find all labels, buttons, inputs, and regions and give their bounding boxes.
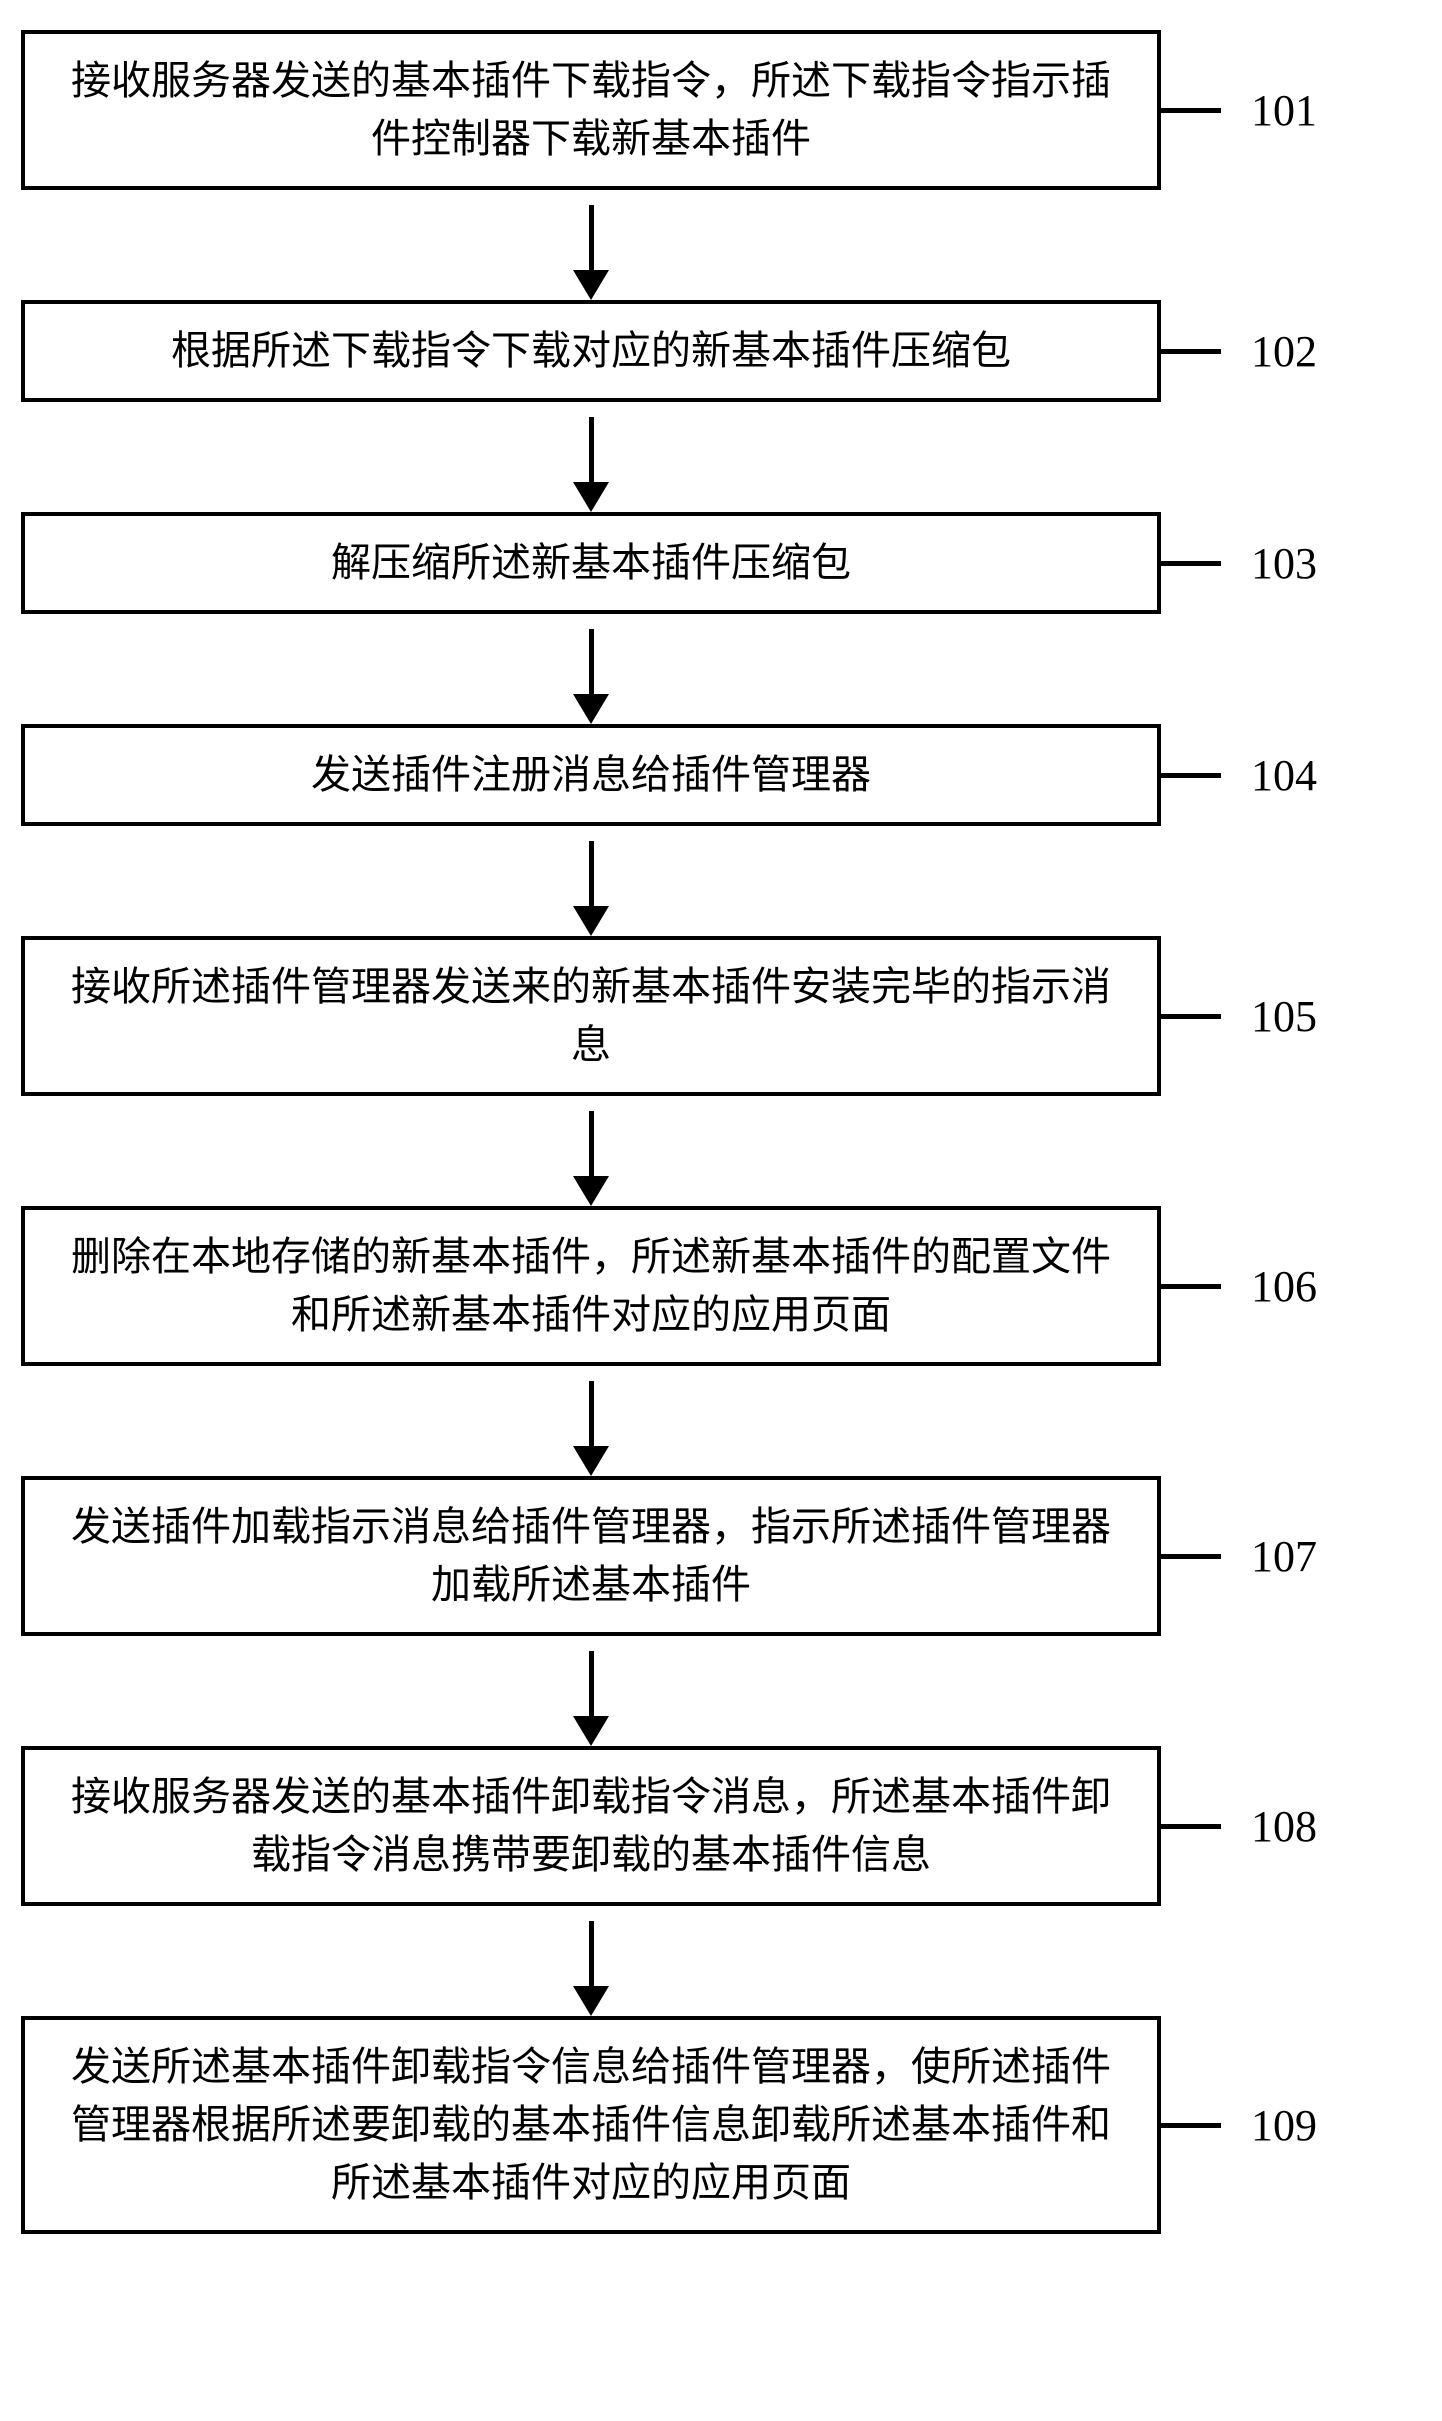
step-box: 接收所述插件管理器发送来的新基本插件安装完毕的指示消息 — [21, 936, 1161, 1096]
step-row-108: 接收服务器发送的基本插件卸载指令消息，所述基本插件卸载指令消息携带要卸载的基本插… — [21, 1746, 1421, 1906]
connector-cell: 108 — [1161, 1801, 1421, 1852]
step-row-102: 根据所述下载指令下载对应的新基本插件压缩包 102 — [21, 300, 1421, 402]
arrow-head-icon — [573, 482, 609, 512]
arrow-head-icon — [573, 270, 609, 300]
connector-line — [1161, 1554, 1221, 1559]
connector-cell: 105 — [1161, 991, 1421, 1042]
arrow-107-108 — [21, 1636, 1161, 1746]
arrow-head-icon — [573, 1446, 609, 1476]
arrow-104-105 — [21, 826, 1161, 936]
connector-line — [1161, 773, 1221, 778]
step-row-104: 发送插件注册消息给插件管理器 104 — [21, 724, 1421, 826]
connector-line — [1161, 349, 1221, 354]
step-label: 105 — [1251, 991, 1317, 1042]
step-box: 根据所述下载指令下载对应的新基本插件压缩包 — [21, 300, 1161, 402]
step-text: 根据所述下载指令下载对应的新基本插件压缩包 — [171, 322, 1011, 380]
step-box: 解压缩所述新基本插件压缩包 — [21, 512, 1161, 614]
connector-cell: 106 — [1161, 1261, 1421, 1312]
step-label: 109 — [1251, 2100, 1317, 2151]
arrow-105-106 — [21, 1096, 1161, 1206]
arrow-101-102 — [21, 190, 1161, 300]
step-row-109: 发送所述基本插件卸载指令信息给插件管理器，使所述插件管理器根据所述要卸载的基本插… — [21, 2016, 1421, 2234]
step-text: 接收服务器发送的基本插件下载指令，所述下载指令指示插件控制器下载新基本插件 — [53, 52, 1129, 168]
step-row-107: 发送插件加载指示消息给插件管理器，指示所述插件管理器加载所述基本插件 107 — [21, 1476, 1421, 1636]
step-box: 发送所述基本插件卸载指令信息给插件管理器，使所述插件管理器根据所述要卸载的基本插… — [21, 2016, 1161, 2234]
step-label: 108 — [1251, 1801, 1317, 1852]
step-text: 接收服务器发送的基本插件卸载指令消息，所述基本插件卸载指令消息携带要卸载的基本插… — [53, 1768, 1129, 1884]
flowchart-container: 接收服务器发送的基本插件下载指令，所述下载指令指示插件控制器下载新基本插件 10… — [21, 30, 1421, 2234]
step-label: 106 — [1251, 1261, 1317, 1312]
step-text: 发送所述基本插件卸载指令信息给插件管理器，使所述插件管理器根据所述要卸载的基本插… — [53, 2038, 1129, 2212]
step-box: 删除在本地存储的新基本插件，所述新基本插件的配置文件和所述新基本插件对应的应用页… — [21, 1206, 1161, 1366]
arrow-head-icon — [573, 906, 609, 936]
step-box: 接收服务器发送的基本插件卸载指令消息，所述基本插件卸载指令消息携带要卸载的基本插… — [21, 1746, 1161, 1906]
connector-line — [1161, 1284, 1221, 1289]
connector-line — [1161, 1014, 1221, 1019]
step-row-103: 解压缩所述新基本插件压缩包 103 — [21, 512, 1421, 614]
step-label: 107 — [1251, 1531, 1317, 1582]
step-label: 103 — [1251, 538, 1317, 589]
arrow-head-icon — [573, 694, 609, 724]
connector-cell: 103 — [1161, 538, 1421, 589]
step-row-105: 接收所述插件管理器发送来的新基本插件安装完毕的指示消息 105 — [21, 936, 1421, 1096]
step-text: 接收所述插件管理器发送来的新基本插件安装完毕的指示消息 — [53, 958, 1129, 1074]
arrow-head-icon — [573, 1986, 609, 2016]
connector-cell: 101 — [1161, 85, 1421, 136]
step-row-101: 接收服务器发送的基本插件下载指令，所述下载指令指示插件控制器下载新基本插件 10… — [21, 30, 1421, 190]
connector-cell: 102 — [1161, 326, 1421, 377]
step-text: 解压缩所述新基本插件压缩包 — [331, 534, 851, 592]
step-label: 101 — [1251, 85, 1317, 136]
step-box: 发送插件注册消息给插件管理器 — [21, 724, 1161, 826]
arrow-head-icon — [573, 1176, 609, 1206]
connector-cell: 107 — [1161, 1531, 1421, 1582]
connector-line — [1161, 561, 1221, 566]
step-label: 104 — [1251, 750, 1317, 801]
arrow-head-icon — [573, 1716, 609, 1746]
arrow-103-104 — [21, 614, 1161, 724]
arrow-108-109 — [21, 1906, 1161, 2016]
step-text: 发送插件加载指示消息给插件管理器，指示所述插件管理器加载所述基本插件 — [53, 1498, 1129, 1614]
step-text: 删除在本地存储的新基本插件，所述新基本插件的配置文件和所述新基本插件对应的应用页… — [53, 1228, 1129, 1344]
connector-cell: 104 — [1161, 750, 1421, 801]
step-label: 102 — [1251, 326, 1317, 377]
connector-cell: 109 — [1161, 2100, 1421, 2151]
arrow-106-107 — [21, 1366, 1161, 1476]
arrow-102-103 — [21, 402, 1161, 512]
step-box: 接收服务器发送的基本插件下载指令，所述下载指令指示插件控制器下载新基本插件 — [21, 30, 1161, 190]
step-box: 发送插件加载指示消息给插件管理器，指示所述插件管理器加载所述基本插件 — [21, 1476, 1161, 1636]
connector-line — [1161, 2123, 1221, 2128]
connector-line — [1161, 108, 1221, 113]
step-text: 发送插件注册消息给插件管理器 — [311, 746, 871, 804]
connector-line — [1161, 1824, 1221, 1829]
step-row-106: 删除在本地存储的新基本插件，所述新基本插件的配置文件和所述新基本插件对应的应用页… — [21, 1206, 1421, 1366]
